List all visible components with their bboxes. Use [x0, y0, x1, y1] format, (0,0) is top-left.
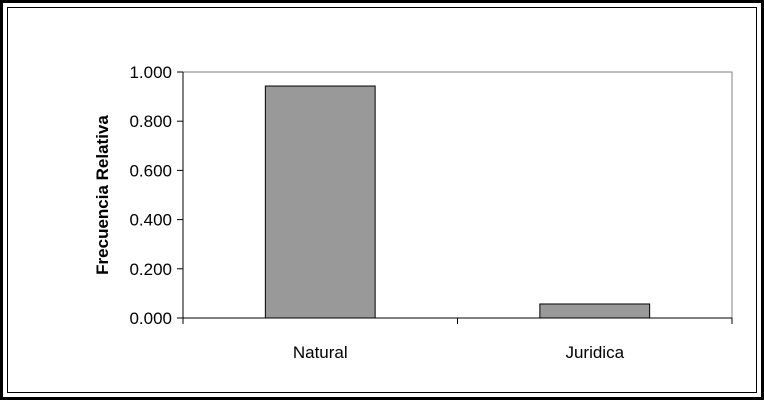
y-tick-label-0: 0.000 — [129, 309, 172, 328]
x-tick-label-natural: Natural — [293, 343, 348, 362]
y-axis-title: Frecuencia Relativa — [93, 115, 112, 275]
bar-juridica — [539, 303, 651, 319]
y-tick-label-3: 0.600 — [129, 161, 172, 180]
y-tick-label-5: 1.000 — [129, 63, 172, 82]
y-tick-label-1: 0.200 — [129, 260, 172, 279]
y-tick-label-4: 0.800 — [129, 112, 172, 131]
y-tick-label-2: 0.400 — [129, 211, 172, 230]
x-tick-label-juridica: Juridica — [565, 343, 624, 362]
bar-natural — [264, 85, 376, 319]
inner-frame — [7, 7, 757, 393]
plot-area: Natural Juridica 0.000 0.200 0.400 0.600 0.800… — [129, 63, 733, 362]
